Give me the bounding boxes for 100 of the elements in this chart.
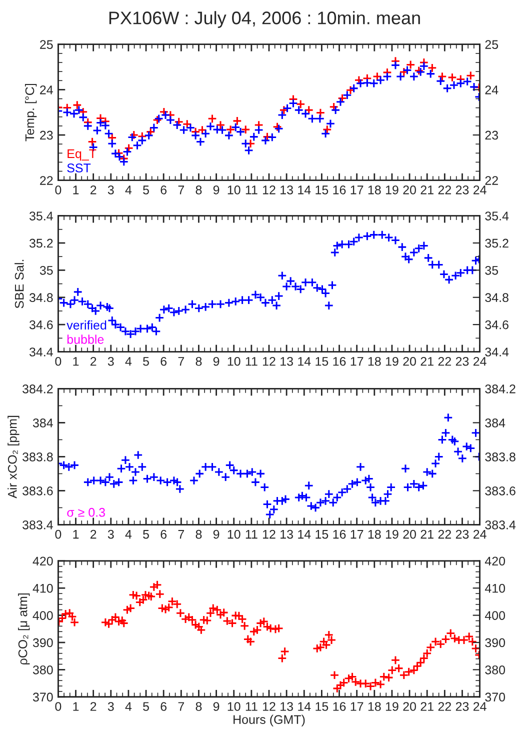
point [182,119,192,129]
chart-title: PX106W : July 04, 2006 : 10min. mean [109,11,420,28]
x-tick-label: 5 [143,702,149,711]
x-tick-label: 5 [143,530,149,539]
x-tick-label: 12 [263,530,276,539]
x-tick-label: 11 [246,357,258,366]
point [322,124,332,134]
x-tick-label: 19 [386,356,398,366]
x-tick-label: 3 [108,356,114,366]
y2-tick-label: 384 [485,418,506,428]
x-tick-label: 10 [228,702,240,711]
x-tick-label: 20 [403,356,416,366]
x-tick-label: 15 [316,357,328,366]
y-axis-title: SBE Sal. [14,260,24,308]
point [466,70,476,80]
x-tick-label: 2 [90,702,96,711]
x-tick-label: 3 [108,530,114,539]
x-tick-label: 2 [90,186,96,194]
x-tick-label: 15 [316,530,328,539]
y-tick-label: 370 [32,692,53,702]
point [88,137,97,146]
x-tick-label: 13 [280,702,293,711]
y2-tick-label: 370 [485,692,506,702]
x-tick-label: 22 [438,530,451,539]
y-tick-label: 400 [32,611,53,620]
point [406,60,416,70]
x-tick-label: 23 [456,702,469,711]
y-tick-label: 383.4 [22,520,53,530]
x-tick-label: 14 [298,186,311,194]
y-tick-label: 23 [40,130,53,140]
x-tick-label: 24 [473,356,486,366]
y2-tick-label: 34.6 [485,320,508,330]
x-tick-label: 21 [420,186,434,194]
y-tick-label: 22 [40,176,53,185]
y-axis-title: Air xCO₂ [ppm] [8,416,20,498]
x-tick-label: 15 [316,702,328,711]
y-tick-label: 35 [40,266,53,275]
point [304,105,314,115]
point [232,116,242,126]
x-tick-label: 22 [438,356,451,366]
x-tick-label: 19 [386,702,398,711]
x-tick-label: 21 [420,530,434,539]
point [296,99,306,109]
x-tick-label: 13 [280,356,293,366]
x-tick-label: 8 [196,530,202,539]
y-tick-label: 35.4 [29,212,53,220]
x-tick-label: 9 [213,186,220,194]
x-tick-label: 6 [160,356,167,366]
annotation: σ ≥ 0.3 [67,508,105,517]
x-tick-label: 12 [263,186,276,194]
y2-tick-label: 35.4 [485,212,509,220]
y2-tick-label: 400 [484,611,506,620]
point [174,117,184,127]
y-tick-label: 380 [32,665,53,674]
y2-tick-label: 25 [485,40,498,49]
x-tick-label: 14 [298,357,311,366]
y-axis-title: ρCO₂ [μ atm] [18,593,30,664]
x-tick-label: 4 [125,357,132,366]
x-tick-label: 9 [213,530,220,539]
x-tick-label: 0 [55,530,62,539]
point [72,100,82,110]
x-tick-label: 6 [160,530,167,539]
x-tick-label: 1 [73,702,79,711]
x-tick-label: 16 [333,702,346,711]
x-tick-label: 6 [160,702,167,711]
x-tick-label: 11 [246,186,258,194]
x-tick-label: 13 [280,530,293,539]
x-tick-label: 2 [90,356,96,366]
x-tick-label: 23 [456,186,469,194]
y-tick-label: 34.6 [29,320,53,330]
x-tick-label: 11 [246,702,258,711]
y2-tick-label: 380 [485,665,506,674]
x-tick-label: 22 [438,186,451,194]
x-tick-label: 14 [298,702,311,711]
x-tick-label: 0 [55,702,62,711]
point [438,72,447,82]
x-tick-label: 24 [473,702,486,711]
x-tick-label: 15 [316,186,328,194]
annotation: bubble [67,334,104,344]
x-tick-label: 3 [108,186,114,194]
y-tick-label: 34.4 [29,348,53,356]
x-tick-label: 1 [73,530,79,539]
x-tick-label: 5 [143,357,149,366]
point [240,124,250,134]
x-tick-label: 0 [55,186,62,194]
x-tick-label: 4 [125,186,132,194]
y2-tick-label: 34.8 [485,293,508,302]
point [226,124,236,134]
x-tick-label: 23 [456,356,469,366]
x-tick-label: 6 [160,186,167,194]
y2-tick-label: 383.4 [485,520,516,530]
x-tick-label: 4 [125,530,132,539]
x-tick-label: 8 [196,356,202,366]
point [208,114,217,124]
y2-tick-label: 35.2 [485,238,508,248]
x-tick-label: 4 [125,702,132,711]
y-tick-label: 34.8 [29,293,53,302]
x-tick-label: 16 [333,356,346,366]
x-tick-label: 1 [73,357,79,366]
y2-tick-label: 22 [485,176,498,185]
